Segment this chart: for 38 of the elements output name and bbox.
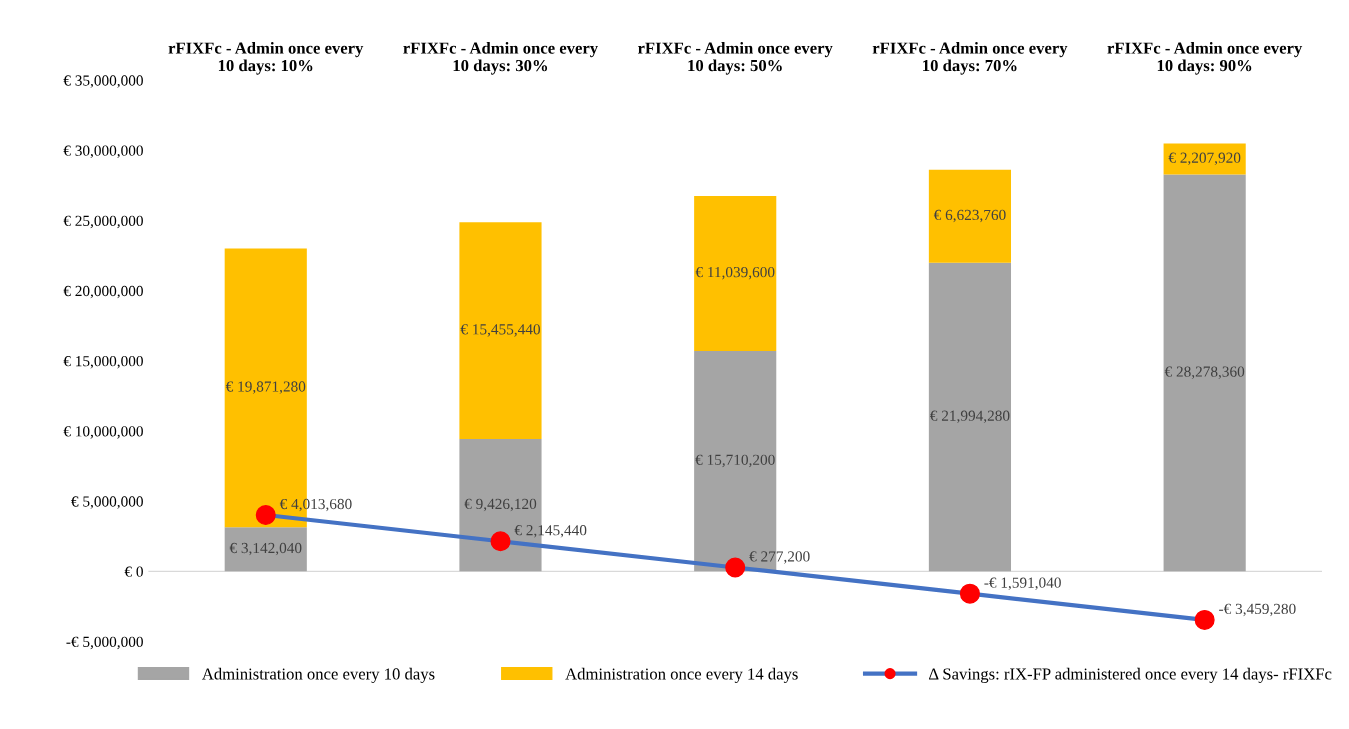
data-label: € 9,426,120 <box>464 498 537 512</box>
data-label: € 21,994,280 <box>930 410 1010 424</box>
data-label: € 3,142,040 <box>229 542 302 556</box>
x-tick-label: rFIXFc - Admin once every 10 days: 90% <box>1107 42 1303 75</box>
x-tick-label: rFIXFc - Admin once every 10 days: 50% <box>637 42 833 75</box>
data-label: € 11,039,600 <box>695 266 775 280</box>
y-tick-label: € 10,000,000 <box>63 426 143 439</box>
data-label: -€ 1,591,040 <box>984 577 1061 590</box>
y-tick-label: € 25,000,000 <box>63 215 143 229</box>
y-tick-label: € 20,000,000 <box>63 285 143 299</box>
data-label: € 15,455,440 <box>460 324 540 337</box>
y-tick-label: € 30,000,000 <box>63 145 143 159</box>
y-tick-label: € 0 <box>124 566 143 577</box>
legend-label: Δ Savings: rIX-FP administered once every 14 days- rFIXFc <box>929 667 1332 684</box>
data-label: € 6,623,760 <box>933 209 1006 223</box>
data-label: € 19,871,280 <box>225 381 306 394</box>
x-tick-label: rFIXFc - Admin once every 10 days: 10% <box>168 42 364 75</box>
bar <box>694 195 777 351</box>
data-label: € 28,278,360 <box>1164 366 1245 379</box>
bar <box>224 527 307 572</box>
x-tick-label: rFIXFc - Admin once every 10 days: 30% <box>403 42 598 75</box>
bar <box>928 262 1012 572</box>
data-label: € 277,200 <box>749 551 810 564</box>
data-label: € 2,207,920 <box>1168 152 1241 166</box>
bar <box>1163 143 1246 175</box>
y-tick-label: € 35,000,000 <box>63 75 143 88</box>
data-label: € 2,145,440 <box>514 525 587 538</box>
legend-label: Administration once every 14 days <box>565 667 798 684</box>
data-label: -€ 3,459,280 <box>1219 603 1296 617</box>
bar <box>459 222 542 440</box>
legend-label: Administration once every 10 days <box>201 667 435 684</box>
y-tick-label: -€ 5,000,000 <box>66 636 143 650</box>
x-tick-label: rFIXFc - Admin once every 10 days: 70% <box>872 42 1068 75</box>
bar <box>928 169 1012 263</box>
y-tick-label: € 5,000,000 <box>71 496 143 509</box>
y-tick-label: € 15,000,000 <box>63 356 143 369</box>
data-label: € 15,710,200 <box>695 454 775 468</box>
bar <box>1163 174 1246 572</box>
